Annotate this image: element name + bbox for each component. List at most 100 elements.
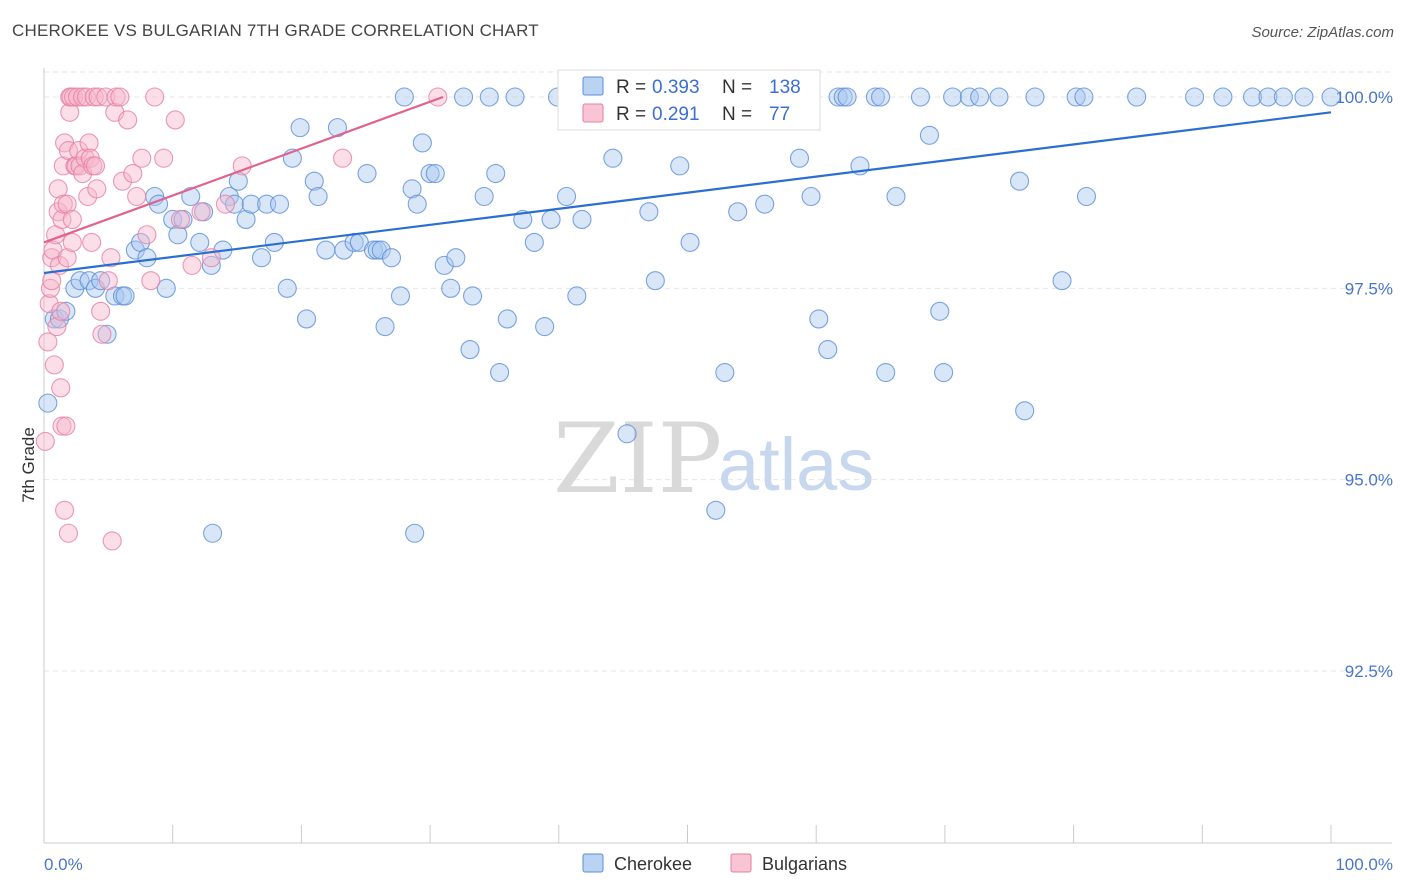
cherokee-point	[497, 309, 517, 329]
bulgarian-point	[47, 317, 67, 337]
bulgarian-point	[102, 531, 122, 551]
cherokee-point	[1015, 401, 1035, 421]
cherokee-point	[407, 194, 427, 214]
cherokee-point	[728, 202, 748, 222]
cherokee-point	[402, 179, 422, 199]
cherokee-point	[934, 362, 954, 383]
cherokee-point	[1294, 87, 1314, 107]
cherokee-point	[201, 255, 221, 275]
chart-source: Source: ZipAtlas.com	[1251, 24, 1394, 41]
cherokee-point	[454, 87, 474, 107]
cherokee-point	[38, 393, 58, 413]
bulgarian-point	[91, 301, 111, 321]
cherokee-point	[394, 87, 414, 107]
cherokee-point	[405, 523, 425, 543]
bulgarian-point	[48, 179, 68, 199]
cherokee-point	[486, 163, 506, 184]
cherokee-point	[203, 523, 223, 543]
bulgarian-point	[51, 378, 71, 398]
cherokee-point	[269, 194, 290, 214]
cherokee-point	[910, 87, 930, 107]
bulgarian-point	[44, 355, 64, 375]
cherokee-point	[304, 171, 324, 191]
cherokee-point	[56, 301, 76, 321]
cherokee-point	[919, 125, 940, 145]
cherokee-point	[876, 362, 896, 383]
legend-r-value-cherokee: 0.393	[652, 77, 700, 98]
cherokee-point	[1273, 87, 1293, 107]
bottom-legend-label-cherokee: Cherokee	[614, 854, 692, 874]
bulgarian-point	[82, 232, 102, 252]
bulgarian-point	[40, 278, 60, 298]
cherokee-point	[156, 278, 176, 298]
cherokee-point	[91, 271, 111, 291]
bulgarian-point	[56, 416, 76, 436]
cherokee-point	[296, 309, 317, 329]
bulgarian-trend-line	[43, 95, 444, 244]
cherokee-point	[1025, 87, 1045, 107]
bulgarian-point	[127, 186, 147, 207]
bulgarian-point	[76, 87, 97, 107]
legend-n-label-cherokee: N =	[722, 77, 752, 98]
cherokee-point	[1321, 87, 1341, 107]
cherokee-point	[572, 209, 592, 230]
cherokee-point	[930, 301, 950, 321]
legend-n-value-cherokee: 138	[769, 77, 801, 98]
cherokee-point	[1185, 87, 1205, 107]
chart-title: CHEROKEE VS BULGARIAN 7TH GRADE CORRELAT…	[12, 21, 539, 40]
cherokee-point	[639, 202, 659, 222]
trend-layer	[43, 95, 1332, 275]
x-tick-label-min: 0.0%	[44, 855, 83, 874]
cherokee-point	[316, 240, 336, 260]
cherokee-point	[603, 148, 623, 168]
cherokee-point	[44, 309, 64, 329]
cherokee-point	[535, 317, 555, 337]
y-axis-title: 7th Grade	[19, 427, 38, 503]
cherokee-trend-line	[43, 111, 1332, 275]
cherokee-point	[474, 186, 494, 207]
cherokee-point	[567, 286, 587, 306]
cherokee-point	[1052, 271, 1072, 291]
bulgarian-point	[170, 209, 190, 230]
bulgarian-point	[35, 431, 55, 451]
legend-r-label-cherokee: R =	[616, 77, 646, 98]
cherokee-point	[412, 133, 432, 153]
bulgarian-point	[85, 156, 106, 176]
cherokee-point	[168, 225, 188, 245]
cherokee-point	[425, 163, 445, 184]
cherokee-point	[886, 186, 906, 207]
watermark: ZIP atlas	[553, 403, 874, 515]
cherokee-point	[137, 248, 157, 268]
bulgarian-point	[123, 163, 143, 184]
cherokee-point	[959, 87, 979, 107]
x-tick-label-max: 100.0%	[1335, 855, 1393, 874]
bulgarian-point	[165, 110, 185, 130]
cherokee-point	[375, 317, 395, 337]
cherokee-point	[163, 209, 183, 230]
legend-box: R = 0.393 N = 138 R = 0.291 N = 77	[557, 69, 821, 131]
cherokee-point	[505, 87, 525, 107]
cherokee-point	[801, 186, 821, 207]
cherokee-point	[670, 156, 690, 176]
cherokee-point	[460, 340, 480, 360]
legend-r-label-bulgarians: R =	[616, 104, 646, 125]
cherokee-point	[463, 286, 483, 306]
bulgarian-point	[428, 87, 448, 107]
bulgarian-point	[145, 87, 165, 107]
cherokee-point	[420, 163, 440, 184]
bulgarian-point	[38, 332, 58, 352]
bulgarian-point	[96, 87, 116, 107]
bulgarian-point	[191, 202, 211, 222]
bulgarian-point	[69, 141, 89, 161]
bulgarian-point	[333, 148, 353, 168]
cherokee-point	[251, 248, 272, 268]
cherokee-point	[236, 209, 256, 230]
cherokee-point	[837, 87, 857, 107]
cherokee-point	[277, 278, 297, 298]
cherokee-point	[865, 87, 885, 107]
bulgarian-point	[137, 225, 157, 245]
cherokee-point	[441, 278, 461, 298]
legend-swatch-cherokee	[582, 76, 604, 96]
cherokee-point	[381, 248, 402, 268]
cherokee-point	[680, 232, 700, 252]
